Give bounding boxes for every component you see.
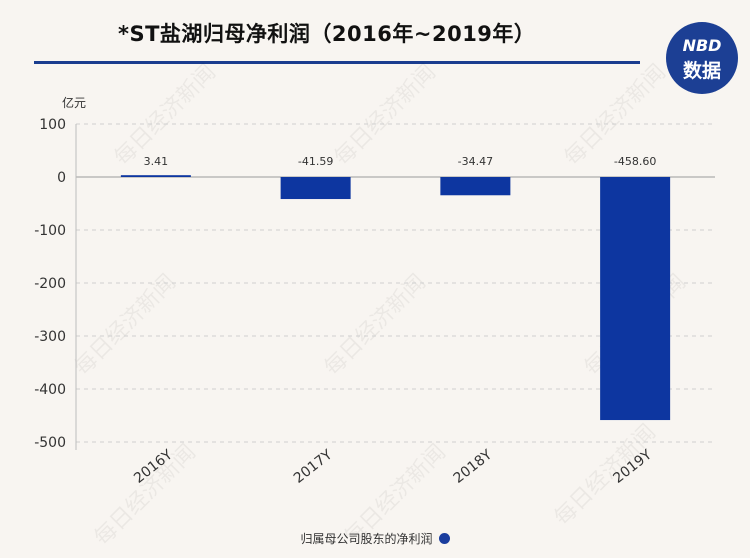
bar [600, 177, 671, 421]
x-tick-label: 2017Y [291, 447, 336, 487]
legend-label: 归属母公司股东的净利润 [300, 532, 433, 546]
y-tick-label: -200 [34, 276, 66, 292]
watermark-text: 每日经济新闻 [320, 270, 431, 381]
bar [120, 175, 191, 177]
y-tick-label: -300 [34, 329, 66, 345]
data-label: -458.60 [614, 155, 656, 168]
title-underline [34, 61, 640, 64]
y-tick-label: -500 [34, 435, 66, 451]
data-label: 3.41 [144, 155, 169, 168]
data-label: -41.59 [298, 155, 333, 168]
watermark-text: 每日经济新闻 [550, 420, 661, 531]
bar [280, 177, 351, 200]
y-tick-label: 100 [39, 117, 66, 133]
y-axis-unit: 亿元 [62, 96, 87, 110]
bar [440, 177, 511, 196]
chart-title: *ST盐湖归母净利润（2016年~2019年） [118, 22, 536, 46]
legend-marker [438, 533, 450, 544]
logo-text-bottom: 数据 [682, 60, 721, 82]
nbd-logo-icon: NBD 数据 [666, 22, 738, 94]
x-tick-label: 2018Y [451, 447, 496, 487]
y-tick-label: -100 [34, 223, 66, 239]
watermark-text: 每日经济新闻 [330, 60, 441, 171]
logo-text-top: NBD [682, 36, 722, 55]
legend: 归属母公司股东的净利润 [0, 530, 750, 547]
data-label: -34.47 [458, 155, 493, 168]
watermark-text: 每日经济新闻 [70, 270, 181, 381]
y-tick-label: -400 [34, 382, 66, 398]
y-tick-label: 0 [57, 170, 66, 186]
